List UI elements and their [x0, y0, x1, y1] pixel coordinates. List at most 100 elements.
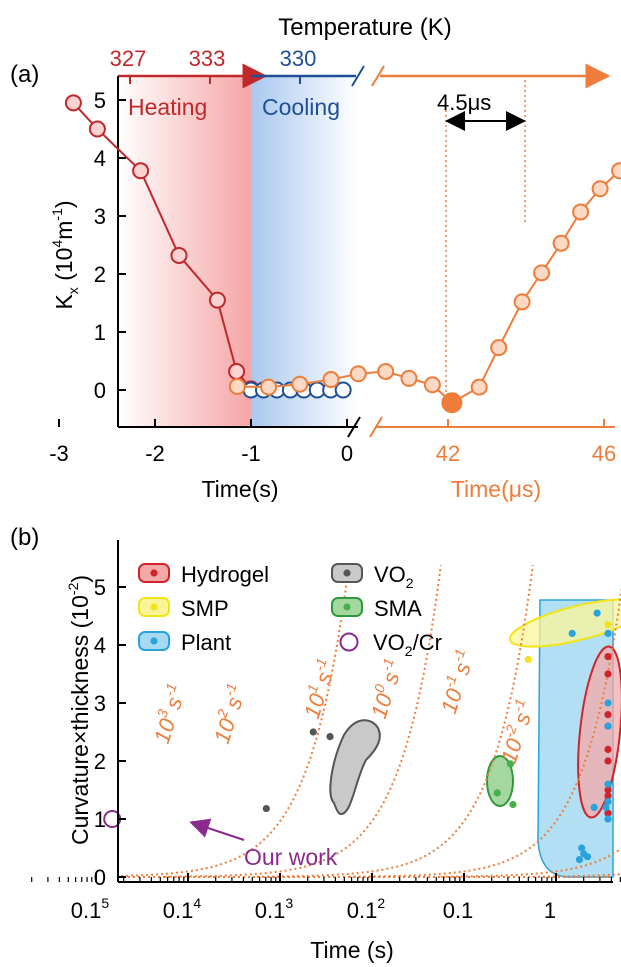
rate-label: 100s-1: [363, 656, 408, 721]
rate-label-base: 10: [366, 690, 398, 722]
y-tick-label: 4: [94, 146, 106, 171]
panel-b: (b) 103s-1 102s-1 101s-1 100s-1 10-1s-1 10-2s…: [10, 524, 621, 963]
pulse-point: [377, 362, 395, 380]
y-tick-label: 3: [94, 691, 106, 716]
x-tick-label: -1: [241, 441, 261, 466]
our-work-arrow: [189, 818, 245, 841]
legend-dot: [343, 569, 351, 577]
legend-label: VO2: [374, 562, 414, 591]
data-point: [583, 853, 592, 861]
top-axis-break-2: [371, 65, 385, 87]
data-point: [262, 804, 270, 813]
hydrogel-region: [577, 645, 621, 819]
data-point: [604, 629, 612, 638]
x-axis-break-2: [369, 416, 383, 438]
rate-label: 101s-1: [296, 656, 341, 721]
y-tick-label: 2: [94, 749, 106, 774]
y-tick-label: 5: [94, 575, 106, 600]
y-axis-label-b: Curvature×thickness (10-2): [65, 575, 93, 845]
data-point: [604, 653, 612, 661]
data-point: [604, 792, 612, 800]
points-b: [103, 609, 612, 864]
legend-label-suffix: /Cr: [413, 630, 442, 655]
data-point: [604, 745, 612, 754]
rate-label-unit-exp: -1: [378, 656, 397, 673]
rate-label-exp: -1: [441, 673, 460, 690]
data-point: [590, 803, 598, 812]
x-axis-label-b: Time (s): [310, 937, 393, 963]
rate-label-unit-exp: -1: [311, 656, 330, 673]
x-tick-label-base: 0.1: [71, 898, 102, 923]
x-tick-label-base: 0.1: [255, 898, 286, 923]
rate-line: [164, 565, 442, 878]
pulse-point: [513, 293, 531, 311]
rate-label-base: 10: [149, 715, 181, 747]
legend-label: Plant: [181, 630, 231, 655]
x-tick-label-base: 0.1: [163, 898, 194, 923]
data-point: [604, 621, 612, 629]
data-point: [524, 655, 532, 664]
pulse-point: [291, 375, 309, 393]
data-point: [604, 798, 612, 806]
rate-line: [121, 565, 350, 877]
rate-label: 103s-1: [146, 681, 191, 746]
heating-point: [228, 362, 246, 380]
legend-label-main: VO: [374, 562, 406, 587]
pulse-point: [490, 339, 508, 357]
legend-dot: [150, 569, 158, 577]
rate-label: 102s-1: [206, 681, 251, 746]
top-tick-label-333: 333: [189, 46, 226, 71]
data-point: [568, 629, 576, 638]
y-tick-label: 0: [94, 378, 106, 403]
y-tick-label: 4: [94, 633, 106, 658]
rate-label-base: 10: [436, 685, 468, 717]
data-point: [604, 711, 612, 719]
smp-region: [508, 598, 621, 648]
rate-label: 10-1s-1: [433, 647, 480, 717]
legend-marker: [339, 632, 359, 652]
y-tick-label: 1: [94, 807, 106, 832]
x-tick-label-exp: 5: [101, 895, 109, 911]
x-tick-label: 0.1: [443, 898, 474, 923]
pulse-point: [322, 371, 340, 389]
heating-label: Heating: [128, 94, 207, 120]
rate-label-unit-exp: -1: [161, 681, 180, 698]
series-a: [64, 94, 621, 414]
x-tick-label-exp: 4: [193, 895, 201, 911]
y-tick-label: 5: [94, 88, 106, 113]
top-tick-label-330: 330: [280, 46, 317, 71]
panel-b-label: (b): [10, 524, 39, 551]
x-tick-label-exp: 3: [285, 895, 293, 911]
x-tick-label: 0.12: [347, 895, 386, 923]
top-axis-break-1: [351, 65, 365, 87]
heating-point: [88, 120, 106, 138]
x-axis-label-a-right: Time(μs): [451, 476, 541, 502]
data-point: [604, 699, 612, 707]
legend-label-sub: 2: [406, 575, 414, 591]
x-axis-break-1: [347, 416, 361, 438]
legend-label-main: SMP: [181, 596, 229, 621]
pulse-point: [572, 203, 590, 221]
x-axis-label-a-left: Time(s): [201, 476, 278, 502]
rate-label-unit-exp: -1: [509, 697, 528, 714]
data-point: [309, 728, 317, 736]
y-ticks-b: 0 1 2 3 4 5: [94, 575, 126, 890]
rate-line: [440, 847, 621, 878]
y-tick-label: 2: [94, 262, 106, 287]
x-tick-label: -3: [49, 441, 69, 466]
data-point: [506, 760, 515, 768]
legend-label-main: Plant: [181, 630, 231, 655]
rate-label-base: 10: [299, 690, 331, 722]
top-tick-label-327: 327: [110, 46, 147, 71]
rate-label-base: 10: [209, 715, 241, 747]
heating-point: [208, 291, 226, 309]
data-point: [578, 844, 586, 852]
heating-point: [170, 246, 188, 264]
x-ticks-a: -3-2-10424650: [49, 419, 616, 466]
data-point: [326, 733, 334, 741]
legend-label: VO2/Cr: [373, 630, 442, 659]
legend-dot: [343, 603, 351, 611]
legend-label-main: VO: [373, 630, 405, 655]
rate-line: [256, 565, 534, 878]
